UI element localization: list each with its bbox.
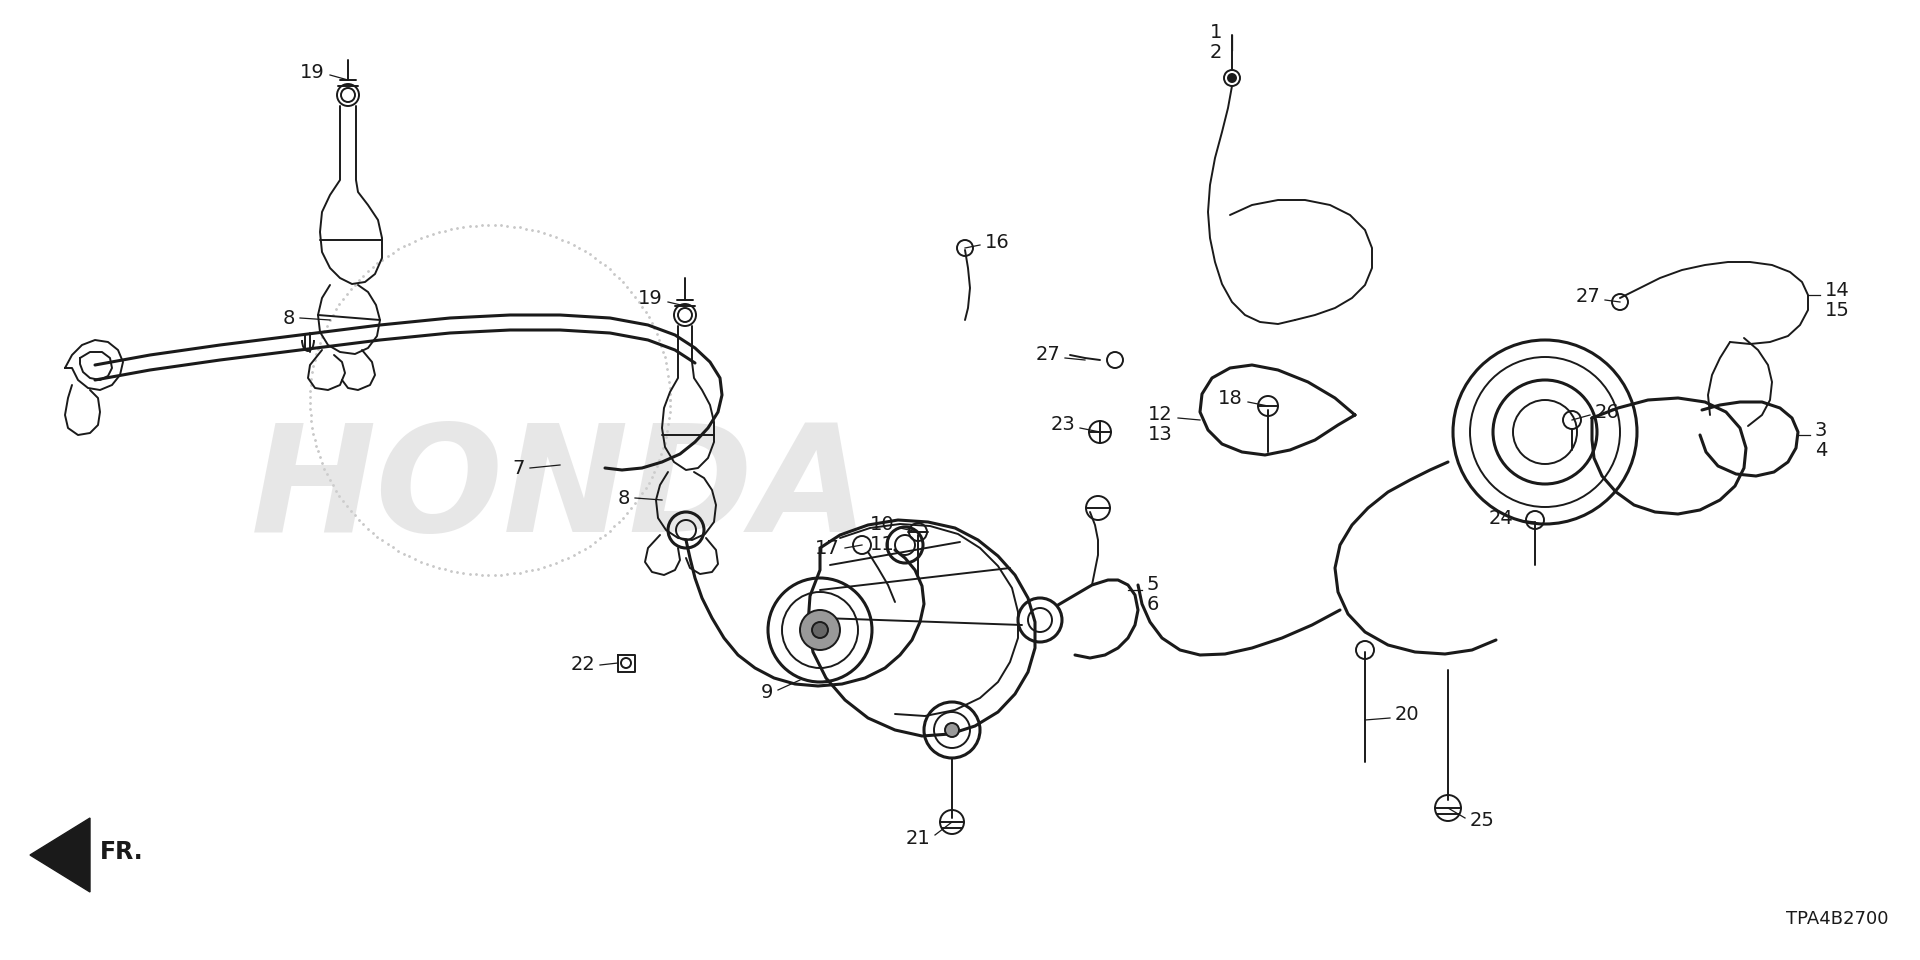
Text: 14: 14 <box>1826 280 1849 300</box>
Text: 13: 13 <box>1148 425 1173 444</box>
Text: 20: 20 <box>1396 706 1419 725</box>
Text: 18: 18 <box>1219 389 1242 407</box>
Text: 21: 21 <box>904 828 929 848</box>
Text: 7: 7 <box>513 459 524 477</box>
Text: 27: 27 <box>1574 287 1599 306</box>
Circle shape <box>1229 74 1236 82</box>
Text: 26: 26 <box>1596 402 1620 421</box>
Text: 25: 25 <box>1471 810 1496 829</box>
Text: FR.: FR. <box>100 840 144 864</box>
Text: 15: 15 <box>1826 300 1849 320</box>
Text: 11: 11 <box>870 536 895 555</box>
Text: 6: 6 <box>1146 595 1160 614</box>
Text: 4: 4 <box>1814 441 1828 460</box>
Text: 17: 17 <box>816 539 841 558</box>
Circle shape <box>945 723 958 737</box>
Text: 24: 24 <box>1488 509 1513 527</box>
Text: HONDA: HONDA <box>250 418 870 563</box>
Text: 19: 19 <box>300 62 324 82</box>
Text: 1: 1 <box>1210 22 1221 41</box>
Text: 16: 16 <box>985 232 1010 252</box>
Text: 2: 2 <box>1210 42 1221 61</box>
Text: TPA4B2700: TPA4B2700 <box>1786 910 1887 928</box>
Circle shape <box>812 622 828 638</box>
Circle shape <box>801 610 841 650</box>
Polygon shape <box>31 818 90 892</box>
Text: 23: 23 <box>1050 416 1075 435</box>
Text: 9: 9 <box>760 683 774 702</box>
Text: 22: 22 <box>570 656 595 675</box>
Text: 27: 27 <box>1035 346 1060 365</box>
Text: 8: 8 <box>618 489 630 508</box>
Text: 8: 8 <box>282 308 296 327</box>
Text: 19: 19 <box>637 289 662 307</box>
Text: 10: 10 <box>870 516 895 535</box>
Text: 12: 12 <box>1148 405 1173 424</box>
Text: 3: 3 <box>1814 420 1828 440</box>
Text: 5: 5 <box>1146 575 1160 594</box>
